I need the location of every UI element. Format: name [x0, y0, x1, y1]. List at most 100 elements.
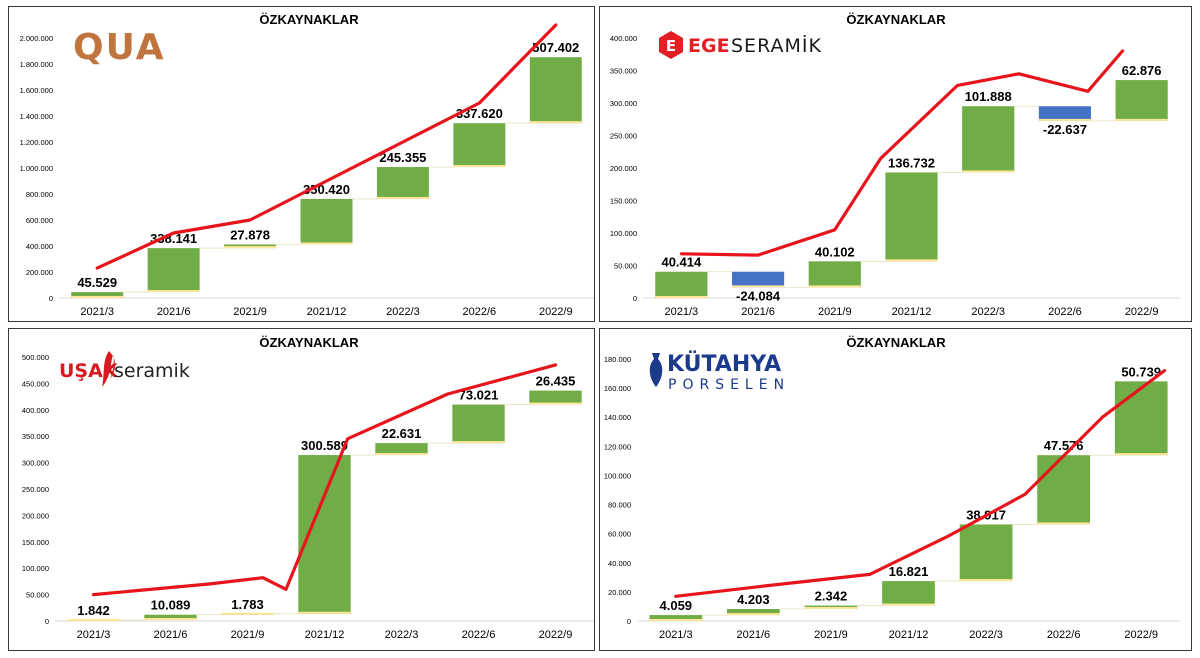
bar-base-edge — [529, 121, 582, 124]
y-tick-label: 1.600.000 — [20, 86, 53, 95]
x-tick-label: 2022/3 — [969, 629, 1003, 641]
y-tick-label: 500.000 — [22, 353, 49, 362]
bar-base-edge — [224, 246, 277, 249]
kutahya-logo: KÜTAHYA PORSELEN — [649, 351, 790, 393]
trend-line — [91, 363, 558, 597]
waterfall-bar — [885, 172, 938, 262]
data-label: 2.342 — [815, 589, 848, 604]
y-tick-label: 400.000 — [22, 406, 49, 415]
y-tick-label: 120.000 — [604, 442, 631, 451]
waterfall-bar — [452, 404, 505, 444]
y-tick-label: 1.200.000 — [20, 138, 53, 147]
waterfall-bar — [529, 390, 582, 405]
x-tick-label: 2022/3 — [971, 306, 1005, 318]
x-tick-label: 2021/6 — [157, 306, 191, 318]
chart-panel-ege-seramik: ÖZKAYNAKLAR E EGE SERAMİK 0 50.000 100.000… — [599, 6, 1192, 322]
y-tick-label: 200.000 — [610, 164, 637, 173]
data-label: -22.637 — [1043, 122, 1087, 137]
waterfall-bar — [1038, 106, 1092, 121]
waterfall-bar — [731, 271, 785, 288]
x-tick-label: 2021/12 — [889, 629, 929, 641]
chart-svg-kutahya-porselen: ÖZKAYNAKLAR KÜTAHYA PORSELEN 0 20.000 40.0… — [604, 335, 1180, 641]
bar-base-edge — [1114, 453, 1168, 456]
waterfall-bar — [71, 292, 124, 298]
kutahya-vase-icon — [649, 353, 663, 387]
y-tick-label: 200.000 — [26, 268, 53, 277]
bar-base-edge — [962, 170, 1015, 173]
waterfall-bar — [726, 608, 780, 616]
y-tick-label: 140.000 — [604, 413, 631, 422]
chart-title: ÖZKAYNAKLAR — [259, 335, 359, 350]
y-tick-label: 300.000 — [22, 459, 49, 468]
trend-line — [674, 368, 1167, 598]
y-tick-label: 1.000.000 — [20, 164, 53, 173]
y-tick-label: 80.000 — [608, 501, 631, 510]
bar-base-edge — [298, 611, 351, 614]
data-label: 22.631 — [382, 426, 422, 441]
chart-panel-kutahya-porselen: ÖZKAYNAKLAR KÜTAHYA PORSELEN 0 20.000 40.0… — [599, 328, 1192, 651]
chart-title: ÖZKAYNAKLAR — [846, 12, 946, 27]
waterfall-bar — [298, 455, 351, 614]
x-tick-label: 2022/3 — [385, 629, 419, 641]
x-tick-label: 2021/9 — [231, 629, 265, 641]
bar-base-edge — [147, 290, 200, 293]
y-tick-label: 1.800.000 — [20, 60, 53, 69]
bar-base-edge — [882, 603, 935, 606]
y-tick-label: 0 — [627, 617, 631, 626]
y-tick-label: 50.000 — [26, 591, 49, 600]
waterfall-bar — [376, 167, 429, 199]
bar-base-edge — [726, 613, 780, 616]
qua-logo: QUA — [73, 27, 166, 68]
x-tick-label: 2021/9 — [818, 306, 852, 318]
chart-title: ÖZKAYNAKLAR — [846, 335, 946, 350]
data-label: 337.620 — [456, 106, 503, 121]
y-tick-label: 160.000 — [604, 384, 631, 393]
waterfall-bar — [375, 443, 428, 456]
waterfall-bar — [1114, 381, 1168, 456]
waterfall-bar — [529, 57, 582, 124]
y-tick-label: 250.000 — [610, 132, 637, 141]
y-tick-label: 300.000 — [610, 99, 637, 108]
waterfall-bar — [300, 198, 353, 245]
x-tick-label: 2022/9 — [539, 306, 573, 318]
bar-base-edge — [300, 242, 353, 245]
x-tick-label: 2021/6 — [154, 629, 188, 641]
data-label: 47.576 — [1044, 438, 1084, 453]
data-label: 50.739 — [1121, 364, 1161, 379]
chart-panel-qua: ÖZKAYNAKLAR QUA 0 200.000 400.000 600.000 80… — [8, 6, 595, 322]
waterfall-bar — [649, 615, 703, 621]
bar-base-edge — [731, 285, 785, 288]
y-tick-label: 40.000 — [608, 559, 631, 568]
x-tick-label: 2021/9 — [233, 306, 267, 318]
y-tick-label: 150.000 — [22, 538, 49, 547]
waterfall-bar — [962, 106, 1015, 173]
bar-base-edge — [452, 441, 505, 444]
ege-logo-light: SERAMİK — [731, 34, 822, 57]
waterfall-bar — [144, 614, 197, 621]
kutahya-logo-bottom: PORSELEN — [668, 377, 790, 393]
waterfall-bar — [655, 271, 708, 298]
x-tick-label: 2022/6 — [462, 629, 496, 641]
x-tick-label: 2022/9 — [1124, 629, 1158, 641]
usak-logo-light: seramik — [114, 360, 190, 382]
plot-area: 0 50.000 100.000 150.000 200.000 250.000 300.0… — [22, 353, 594, 641]
y-tick-label: 600.000 — [26, 216, 53, 225]
x-tick-label: 2022/6 — [1047, 629, 1081, 641]
data-label: 1.842 — [77, 603, 110, 618]
y-tick-label: 20.000 — [608, 588, 631, 597]
data-label: 4.203 — [737, 592, 770, 607]
x-tick-label: 2021/12 — [305, 629, 345, 641]
data-label: 62.876 — [1122, 63, 1162, 78]
y-tick-label: 100.000 — [604, 471, 631, 480]
trend-line — [95, 23, 558, 270]
y-tick-label: 400.000 — [610, 34, 637, 43]
bar-base-edge — [1038, 118, 1092, 121]
x-tick-label: 2021/3 — [659, 629, 693, 641]
data-label: 10.089 — [151, 598, 191, 613]
data-label: 40.102 — [815, 244, 855, 259]
data-label: 101.888 — [965, 89, 1012, 104]
data-label: 1.783 — [231, 597, 264, 612]
x-tick-label: 2021/3 — [665, 306, 699, 318]
plot-area: 0 50.000 100.000 150.000 200.000 250.000 300.0… — [610, 34, 1180, 318]
data-label: 507.402 — [532, 40, 579, 55]
